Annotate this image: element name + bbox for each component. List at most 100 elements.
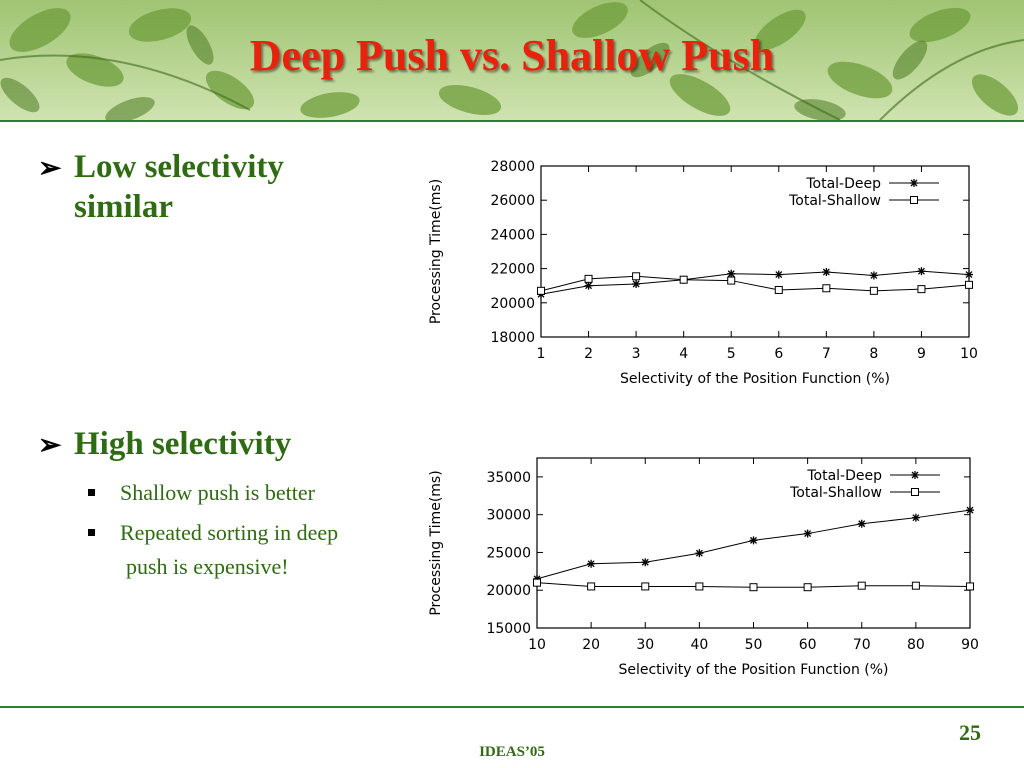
series-line-total-deep [540,270,970,295]
y-tick-label: 20000 [486,583,531,599]
data-point [749,583,758,592]
data-point [584,281,593,290]
y-tick-label: 24000 [490,227,535,243]
sub-bullet-text-cont: push is expensive! [126,554,289,579]
sub-bullet-shallow-better: Shallow push is better [88,476,315,510]
x-tick-label: 20 [582,637,600,653]
y-tick-label: 26000 [490,193,535,209]
data-point [749,536,758,545]
x-tick-label: 8 [869,346,878,362]
chart-high-selectivity: 15000 20000 25000 30000 35000 10 20 30 40 50 60 70 8… [428,457,979,678]
legend-label: Total-Deep [806,468,882,484]
data-point [822,268,831,277]
data-point [695,549,704,558]
data-point [679,275,688,284]
legend-marker [911,488,919,496]
header-divider [0,120,1024,122]
data-point [857,581,866,590]
sub-bullet-repeated-sorting: Repeated sorting in deep push is expensi… [88,516,338,584]
x-tick-label: 70 [853,637,871,653]
data-point [803,529,812,538]
legend-marker [910,196,918,204]
y-axis-label: Processing Time(ms) [428,179,444,324]
x-tick-label: 30 [636,637,654,653]
x-tick-label: 6 [774,346,783,362]
legend-label: Total-Shallow [788,193,881,209]
x-tick-label: 90 [961,637,979,653]
y-tick-label: 20000 [490,296,535,312]
arrow-bullet-icon: ➢ [38,153,62,184]
data-point [917,285,926,294]
data-point [869,271,878,280]
x-tick-label: 40 [690,637,708,653]
data-point [911,581,920,590]
data-point [533,578,541,587]
data-point [632,279,641,288]
legend-label: Total-Deep [805,176,881,192]
data-point [857,519,866,528]
bullet-text: Low selectivity [74,149,284,185]
x-tick-label: 9 [917,346,926,362]
x-tick-label: 5 [727,346,736,362]
slide-title: Deep Push vs. Shallow Push [249,31,775,80]
square-bullet-icon [88,529,95,536]
bullet-text-cont: similar [74,189,173,225]
data-point [774,285,783,294]
sub-bullet-text: Repeated sorting in deep [120,520,339,545]
data-point [965,270,973,279]
plot-frame [540,165,970,338]
bullet-high-selectivity: ➢ High selectivity [38,425,291,465]
data-point [632,272,641,281]
x-tick-label: 4 [679,346,688,362]
x-tick-label: 60 [799,637,817,653]
square-bullet-icon [88,489,95,496]
y-tick-label: 22000 [490,262,535,278]
series-line-total-shallow [540,275,970,292]
data-point [641,582,650,591]
y-tick-label: 35000 [486,470,531,486]
data-point [587,559,596,568]
data-point [641,558,650,567]
x-tick-label: 3 [632,346,641,362]
x-tick-label: 2 [584,346,593,362]
x-tick-label: 1 [537,346,546,362]
y-tick-label: 30000 [486,508,531,524]
sub-bullet-text: Shallow push is better [120,480,315,505]
data-point [803,583,812,592]
data-point [966,506,974,515]
data-point [869,286,878,295]
leaf-background [0,0,1024,120]
bullet-low-selectivity: ➢ Low selectivity similar [38,148,284,226]
data-point [537,286,545,295]
chart-low-selectivity: 18000 20000 22000 24000 26000 28000 1 2 3 4 5 6 7 8 9 1… [428,159,978,387]
legend-label: Total-Shallow [789,485,882,501]
arrow-bullet-icon: ➢ [38,430,62,461]
data-point [911,513,920,522]
data-point [774,270,783,279]
x-tick-label: 50 [745,637,763,653]
data-point [965,280,973,289]
bullet-text: High selectivity [74,426,292,462]
x-axis-label: Selectivity of the Position Function (%) [618,662,888,678]
y-axis-label: Processing Time(ms) [428,470,444,615]
data-point [822,284,831,293]
page-number: 25 [959,720,981,745]
x-tick-label: 10 [528,637,546,653]
y-tick-label: 15000 [486,621,531,637]
data-point [727,276,736,285]
data-point [587,582,596,591]
data-point [695,582,704,591]
x-tick-label: 80 [907,637,925,653]
data-point [917,267,926,276]
footer-divider [0,706,1024,708]
legend-marker [910,179,918,187]
x-tick-label: 10 [960,346,978,362]
y-tick-label: 18000 [490,330,535,346]
x-axis-label: Selectivity of the Position Function (%) [620,371,890,387]
y-tick-label: 28000 [490,159,535,175]
y-tick-label: 25000 [486,545,531,561]
data-point [584,274,593,283]
legend-marker [911,471,919,479]
data-point [727,269,736,278]
conference-label: IDEAS’05 [479,744,545,760]
